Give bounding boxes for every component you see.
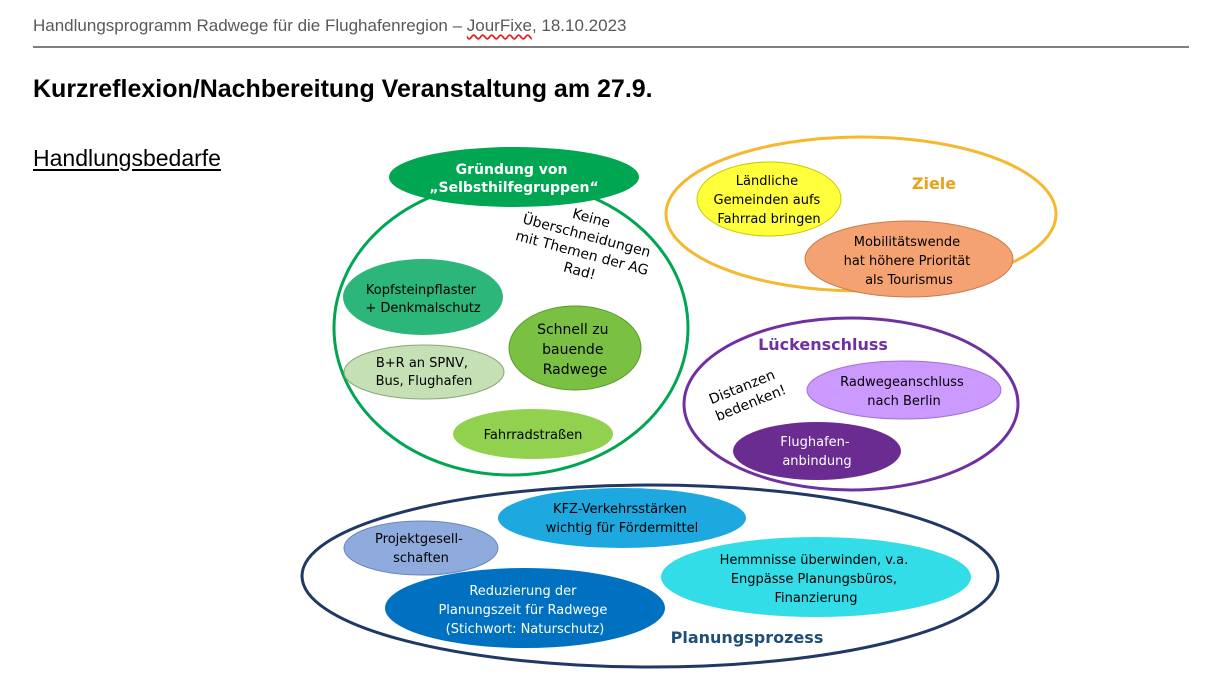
selbsthilfe-header-bubble <box>389 147 639 207</box>
kfz-line-2: wichtig für Fördermittel <box>546 521 699 536</box>
planungsprozess-outline <box>300 483 1000 669</box>
header-divider <box>33 46 1189 48</box>
group-lueckenschluss: Lückenschluss Distanzen bedenken! Radweg… <box>682 316 1020 492</box>
document-header: Handlungsprogramm Radwege für die Flugha… <box>33 16 626 36</box>
kfz-line-1: KFZ-Verkehrsstärken <box>553 502 687 517</box>
selbsthilfe-header-text: Gründung von „Selbsthilfegruppen“ <box>429 162 598 196</box>
selbsthilfe-header-line-1: Gründung von <box>456 162 568 178</box>
bubble-flughafenanbindung <box>733 422 901 480</box>
projekt-line-1: Projektgesell- <box>375 532 463 547</box>
bubble-berlin-text: Radwegeanschluss nach Berlin <box>840 375 968 409</box>
laendlich-line-2: Gemeinden aufs <box>714 193 821 208</box>
schnell-line-1: Schnell zu <box>537 322 608 338</box>
bubble-projektgesellschaften <box>343 520 499 576</box>
kopfstein-line-2: + Denkmalschutz <box>365 301 481 316</box>
page-title: Kurzreflexion/Nachbereitung Veranstaltun… <box>33 75 653 103</box>
header-text-suffix: , 18.10.2023 <box>531 16 627 35</box>
bubble-fahrradstrassen <box>453 409 613 459</box>
bubble-schnell-text: Schnell zu bauende Radwege <box>537 322 613 378</box>
projekt-line-2: schaften <box>393 551 449 566</box>
bubble-kfz-text: KFZ-Verkehrsstärken wichtig für Fördermi… <box>546 502 699 536</box>
reduzierung-line-1: Reduzierung der <box>469 584 577 599</box>
bubble-projekt-text: Projektgesell- schaften <box>375 532 467 566</box>
bubble-br-spnv <box>343 344 505 400</box>
header-text-prefix: Handlungsprogramm Radwege für die Flugha… <box>33 16 467 35</box>
reduzierung-line-3: (Stichwort: Naturschutz) <box>446 622 605 637</box>
mobil-line-1: Mobilitätswende <box>854 235 960 250</box>
mobil-line-2: hat höhere Priorität <box>844 254 971 269</box>
hemmnisse-line-3: Finanzierung <box>774 591 857 606</box>
reduzierung-line-2: Planungszeit für Radwege <box>438 603 607 618</box>
berlin-line-1: Radwegeanschluss <box>840 375 964 390</box>
bubble-br-text: B+R an SPNV, Bus, Flughafen <box>376 356 473 389</box>
bubble-laendliche-gemeinden <box>696 161 842 237</box>
laendlich-line-3: Fahrrad bringen <box>717 212 820 227</box>
bubble-kopfsteinpflaster <box>343 259 503 335</box>
lueckenschluss-note: Distanzen bedenken! <box>707 365 789 424</box>
schnell-line-2: bauende <box>542 342 603 358</box>
bubble-flughafen-text: Flughafen- anbindung <box>780 435 853 469</box>
section-subtitle: Handlungsbedarfe <box>33 145 221 171</box>
lueckenschluss-outline <box>682 316 1020 492</box>
bubble-radwegeanschluss-berlin <box>806 360 1002 420</box>
br-line-1: B+R an SPNV, <box>376 356 468 371</box>
bubble-hemmnisse <box>661 537 971 617</box>
kopfstein-line-1: Kopfsteinpflaster <box>366 283 477 298</box>
mobil-line-3: als Tourismus <box>865 273 953 288</box>
lueckenschluss-label: Lückenschluss <box>758 335 888 354</box>
bubble-fahrradstrassen-text: Fahrradstraßen <box>484 428 583 443</box>
bubble-kopfsteinpflaster-text: Kopfsteinpflaster + Denkmalschutz <box>365 283 481 316</box>
ziele-label: Ziele <box>912 174 956 193</box>
selbsthilfe-note: Keine Überschneidungen mit Themen der AG… <box>509 193 664 297</box>
hemmnisse-line-1: Hemmnisse überwinden, v.a. <box>720 553 909 568</box>
group-selbsthilfegruppen: Gründung von „Selbsthilfegruppen“ Keine … <box>332 147 690 477</box>
group-planungsprozess: Planungsprozess KFZ-Verkehrsstärken wich… <box>300 483 1000 669</box>
bubble-kfz-verkehrsstaerken <box>498 488 746 548</box>
bubble-schnell-bauende-radwege <box>508 305 642 391</box>
br-line-2: Bus, Flughafen <box>376 374 473 389</box>
laendlich-line-1: Ländliche <box>736 174 798 189</box>
flughafen-line-2: anbindung <box>782 454 851 469</box>
hemmnisse-line-2: Engpässe Planungsbüros, <box>731 572 897 587</box>
bubble-reduzierung-planungszeit <box>385 568 665 648</box>
bubble-reduzierung-text: Reduzierung der Planungszeit für Radwege… <box>438 584 611 637</box>
group-ziele: Ziele Ländliche Gemeinden aufs Fahrrad b… <box>664 135 1058 298</box>
bubble-laendliche-text: Ländliche Gemeinden aufs Fahrrad bringen <box>714 174 825 227</box>
schnell-line-3: Radwege <box>543 362 607 378</box>
berlin-line-2: nach Berlin <box>867 394 940 409</box>
planungsprozess-label: Planungsprozess <box>671 628 824 647</box>
selbsthilfe-header-line-2: „Selbsthilfegruppen“ <box>429 180 598 196</box>
bubble-mobilitaetswende <box>804 220 1014 298</box>
bubble-hemmnisse-text: Hemmnisse überwinden, v.a. Engpässe Plan… <box>720 553 913 606</box>
header-text-jourfixe: JourFixe <box>466 16 532 35</box>
bubble-mobilitaetswende-text: Mobilitätswende hat höhere Priorität als… <box>844 235 975 288</box>
flughafen-line-1: Flughafen- <box>780 435 850 450</box>
